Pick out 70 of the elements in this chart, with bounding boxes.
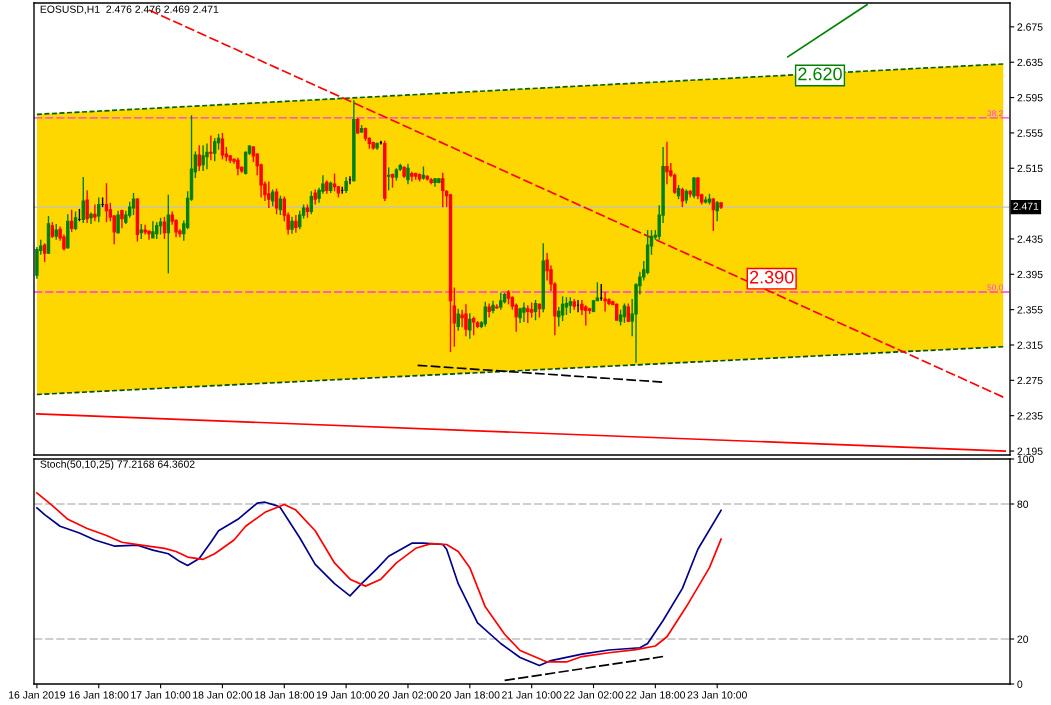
ref-line-label: 2.471 <box>1013 202 1039 210</box>
candlestick <box>483 300 487 328</box>
y-tick-label: 2.195 <box>1017 447 1043 455</box>
candlestick <box>73 210 78 231</box>
candlestick <box>696 176 700 200</box>
x-tick-label: 18 Jan 02:00 <box>193 691 253 699</box>
y-tick-label: 2.435 <box>1017 235 1043 243</box>
chart-title: EOSUSD,H1 2.476 2.476 2.469 2.471 <box>40 5 219 15</box>
annotation: 2.620 <box>798 67 842 81</box>
x-tick-label: 19 Jan 10:00 <box>316 691 376 699</box>
x-tick-label: 18 Jan 18:00 <box>254 691 314 699</box>
candlestick <box>560 295 565 322</box>
candlestick <box>85 189 89 224</box>
candlestick <box>487 302 491 319</box>
candlestick <box>464 303 468 337</box>
candlestick <box>89 211 93 225</box>
candlestick <box>715 200 719 222</box>
x-tick-label: 16 Jan 18:00 <box>69 691 129 699</box>
candlestick <box>456 308 460 332</box>
x-tick-label: 20 Jan 02:00 <box>378 691 438 699</box>
candlestick <box>603 291 607 313</box>
candlestick <box>209 134 213 161</box>
y-tick-label: 100 <box>1017 455 1034 463</box>
candlestick <box>131 192 136 216</box>
annotation: 2.390 <box>750 270 794 284</box>
x-tick-label: 17 Jan 10:00 <box>131 691 191 699</box>
candlestick <box>42 242 47 263</box>
candlestick <box>212 137 217 162</box>
x-tick-label: 22 Jan 18:00 <box>625 691 686 699</box>
candlestick <box>205 142 209 170</box>
y-tick-label: 2.315 <box>1017 341 1043 349</box>
candlestick <box>441 171 445 208</box>
candlestick <box>267 180 271 209</box>
candlestick <box>116 209 120 235</box>
y-tick-label: 2.395 <box>1017 270 1043 279</box>
candlestick <box>471 316 476 336</box>
candlestick <box>97 196 101 223</box>
candlestick <box>692 176 696 199</box>
y-tick-label: 2.275 <box>1017 376 1043 385</box>
y-tick-label: 2.515 <box>1017 164 1043 173</box>
y-tick-label: 2.355 <box>1017 306 1043 314</box>
y-tick-label: 2.635 <box>1017 58 1043 67</box>
chart-title: Stoch(50,10,25) 77.2168 64.3602 <box>40 460 195 470</box>
candlestick <box>468 312 472 340</box>
candlestick <box>81 176 85 224</box>
annotation: 50.0 <box>987 284 1003 291</box>
y-tick-label: 20 <box>1017 635 1029 643</box>
candlestick <box>665 141 669 185</box>
candlestick <box>522 301 526 323</box>
candlestick <box>386 166 391 192</box>
x-tick-label: 23 Jan 10:00 <box>687 691 747 699</box>
y-tick-label: 2.235 <box>1017 412 1043 420</box>
candlestick <box>197 144 201 172</box>
x-tick-label: 21 Jan 10:00 <box>502 691 562 699</box>
candlestick <box>584 304 588 327</box>
candlestick <box>93 203 97 222</box>
annotation: 38.2 <box>987 110 1003 117</box>
candlestick <box>533 299 538 321</box>
y-tick-label: 0 <box>1017 680 1023 688</box>
candlestick <box>460 308 464 329</box>
candlestick <box>201 144 205 172</box>
candlestick <box>406 163 410 185</box>
x-tick-label: 22 Jan 02:00 <box>563 691 624 699</box>
x-tick-label: 16 Jan 2019 <box>9 691 66 699</box>
y-tick-label: 2.595 <box>1017 94 1043 102</box>
y-tick-label: 2.675 <box>1017 23 1043 31</box>
y-tick-label: 80 <box>1017 500 1029 508</box>
x-tick-label: 20 Jan 18:00 <box>440 691 500 699</box>
candlestick <box>452 286 457 348</box>
y-tick-label: 2.555 <box>1017 129 1043 137</box>
